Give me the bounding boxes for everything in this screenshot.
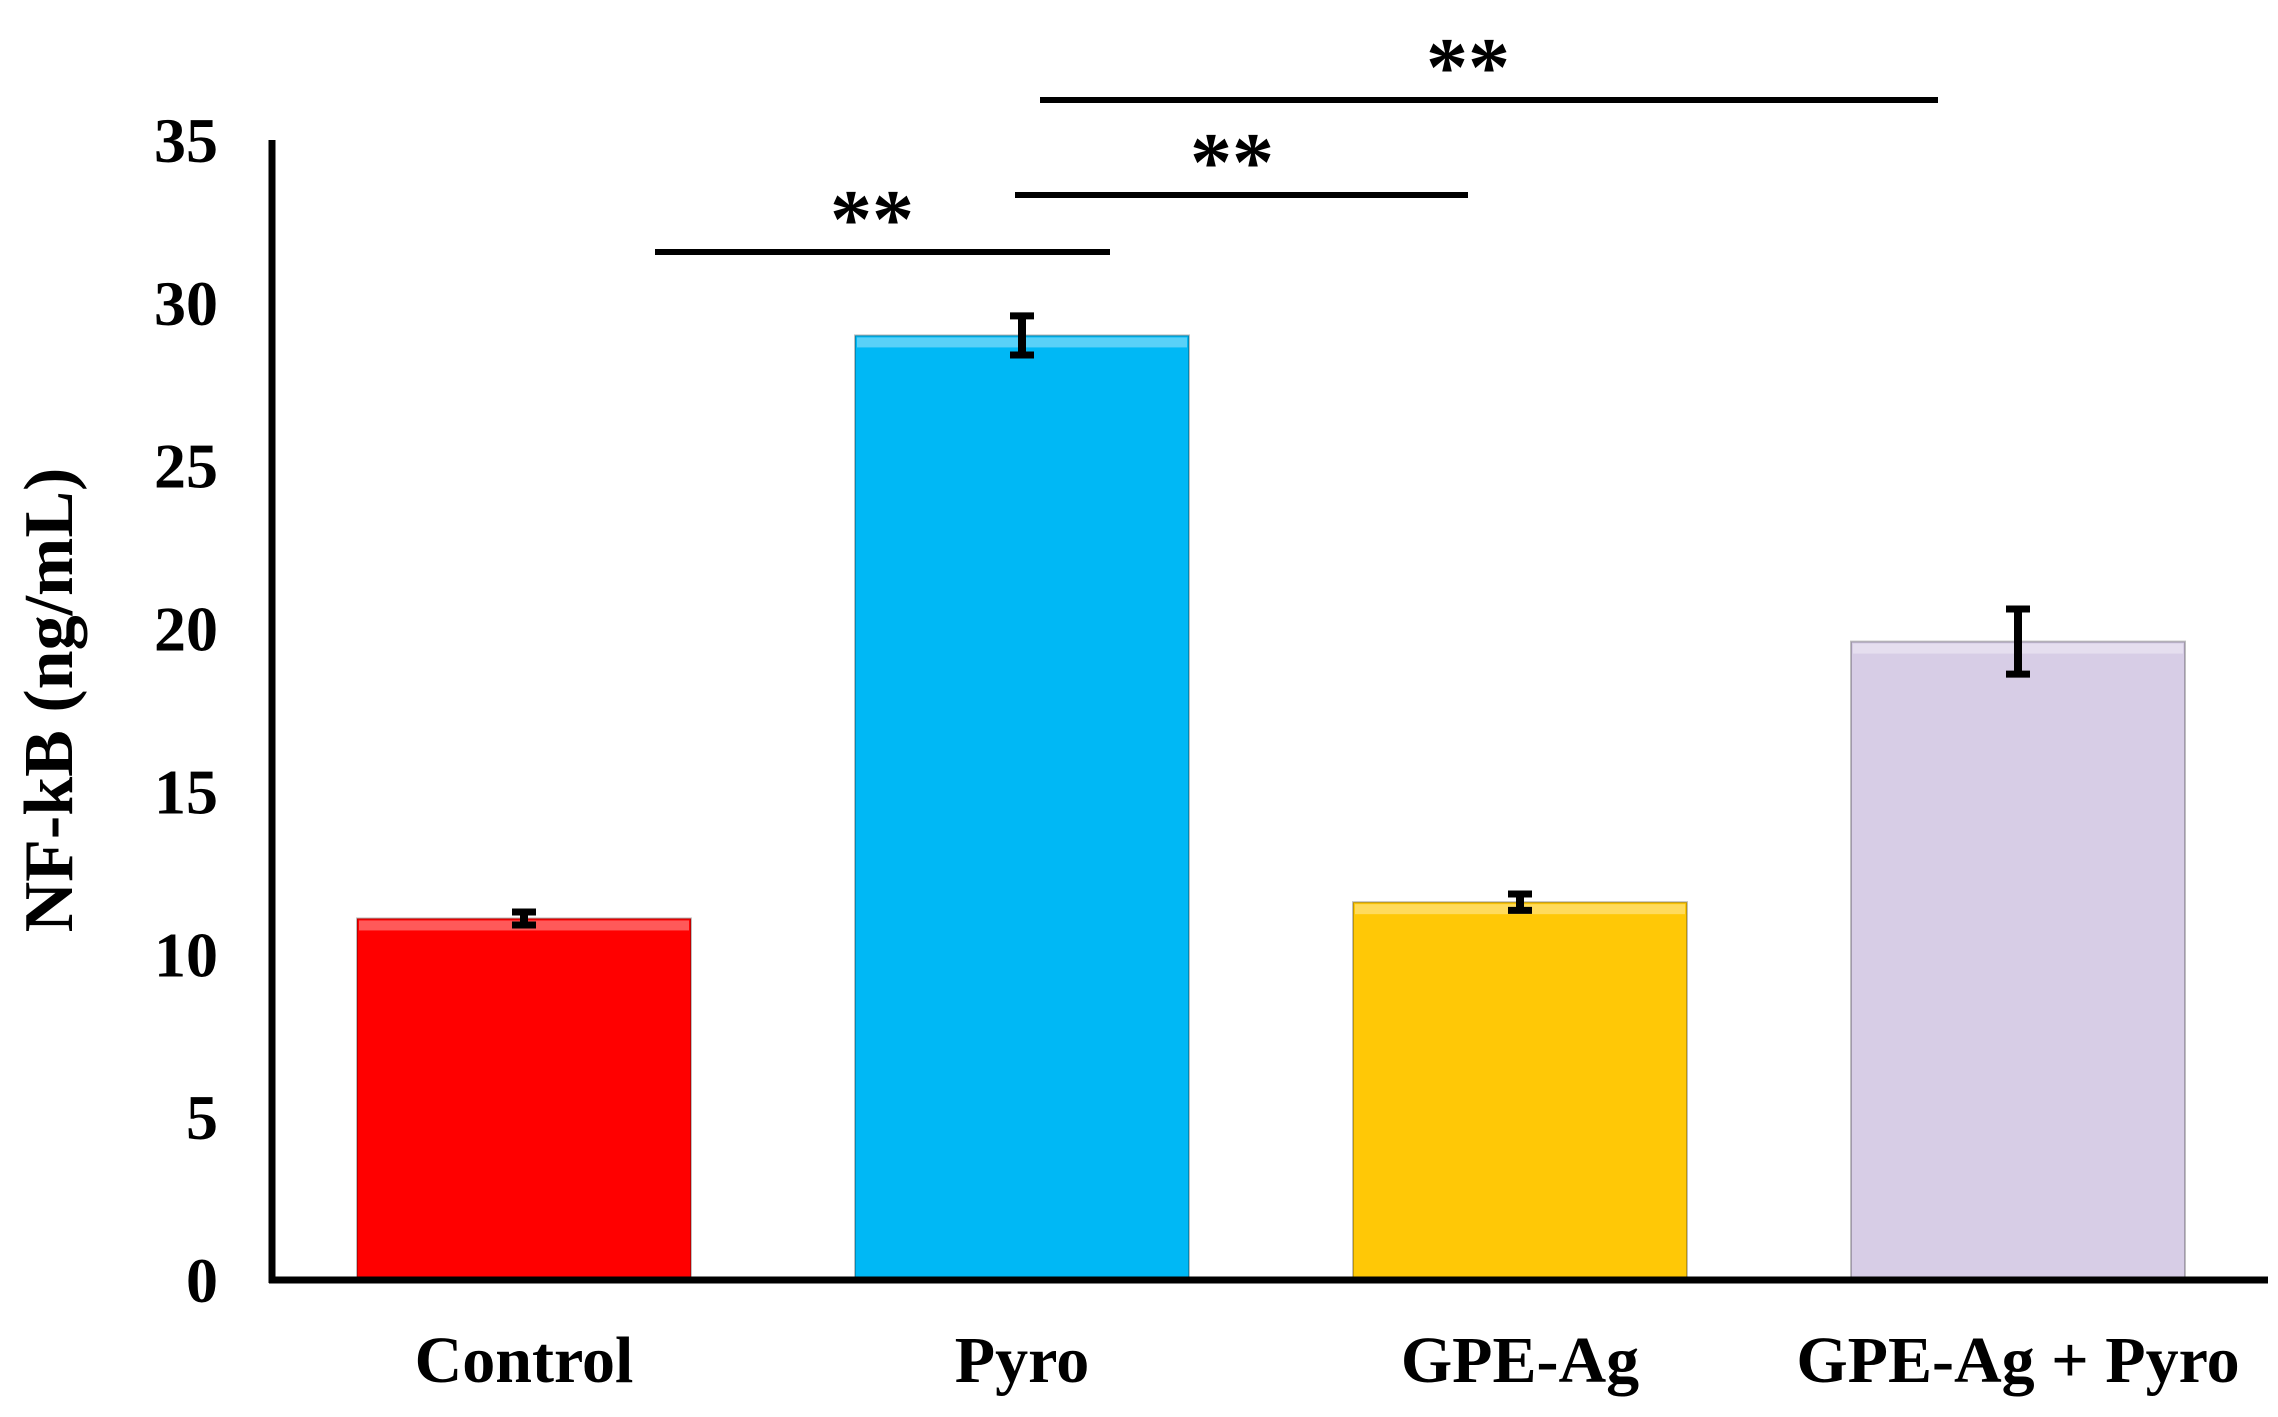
y-tick-label: 5 <box>186 1082 218 1153</box>
bar <box>356 917 692 1281</box>
y-tick-label: 15 <box>154 756 218 827</box>
error-bars-group <box>512 312 2030 929</box>
bar <box>854 334 1190 1281</box>
significance-bracket: ** <box>655 173 1110 266</box>
significance-bracket: ** <box>1015 116 1468 209</box>
y-tick-label: 10 <box>154 919 218 990</box>
y-axis-title: NF-kB (ng/mL) <box>11 468 88 933</box>
error-bar <box>2006 605 2030 678</box>
bars-group <box>356 334 2186 1282</box>
x-category-label: GPE-Ag <box>1401 1324 1639 1397</box>
y-tick-label: 0 <box>186 1245 218 1316</box>
y-tick-label: 35 <box>154 105 218 176</box>
x-category-label: Control <box>415 1324 634 1397</box>
significance-label: ** <box>1426 21 1510 114</box>
y-tick-label: 25 <box>154 431 218 502</box>
y-tick-label: 20 <box>154 594 218 665</box>
significance-group: ** ** ** <box>655 21 1938 266</box>
significance-bracket: ** <box>1040 21 1938 114</box>
y-tick-label: 30 <box>154 268 218 339</box>
error-bar <box>512 908 536 929</box>
y-tick-labels: 0 5 10 15 20 25 30 35 <box>154 105 218 1316</box>
bar <box>1850 640 2186 1281</box>
error-bar <box>1010 312 1034 359</box>
significance-label: ** <box>830 173 914 266</box>
error-bar <box>1508 890 1532 914</box>
bar <box>1352 901 1688 1282</box>
x-category-labels: Control Pyro GPE-Ag GPE-Ag + Pyro <box>415 1324 2240 1397</box>
significance-label: ** <box>1190 116 1274 209</box>
x-category-label: Pyro <box>955 1324 1089 1397</box>
x-category-label: GPE-Ag + Pyro <box>1796 1324 2239 1397</box>
